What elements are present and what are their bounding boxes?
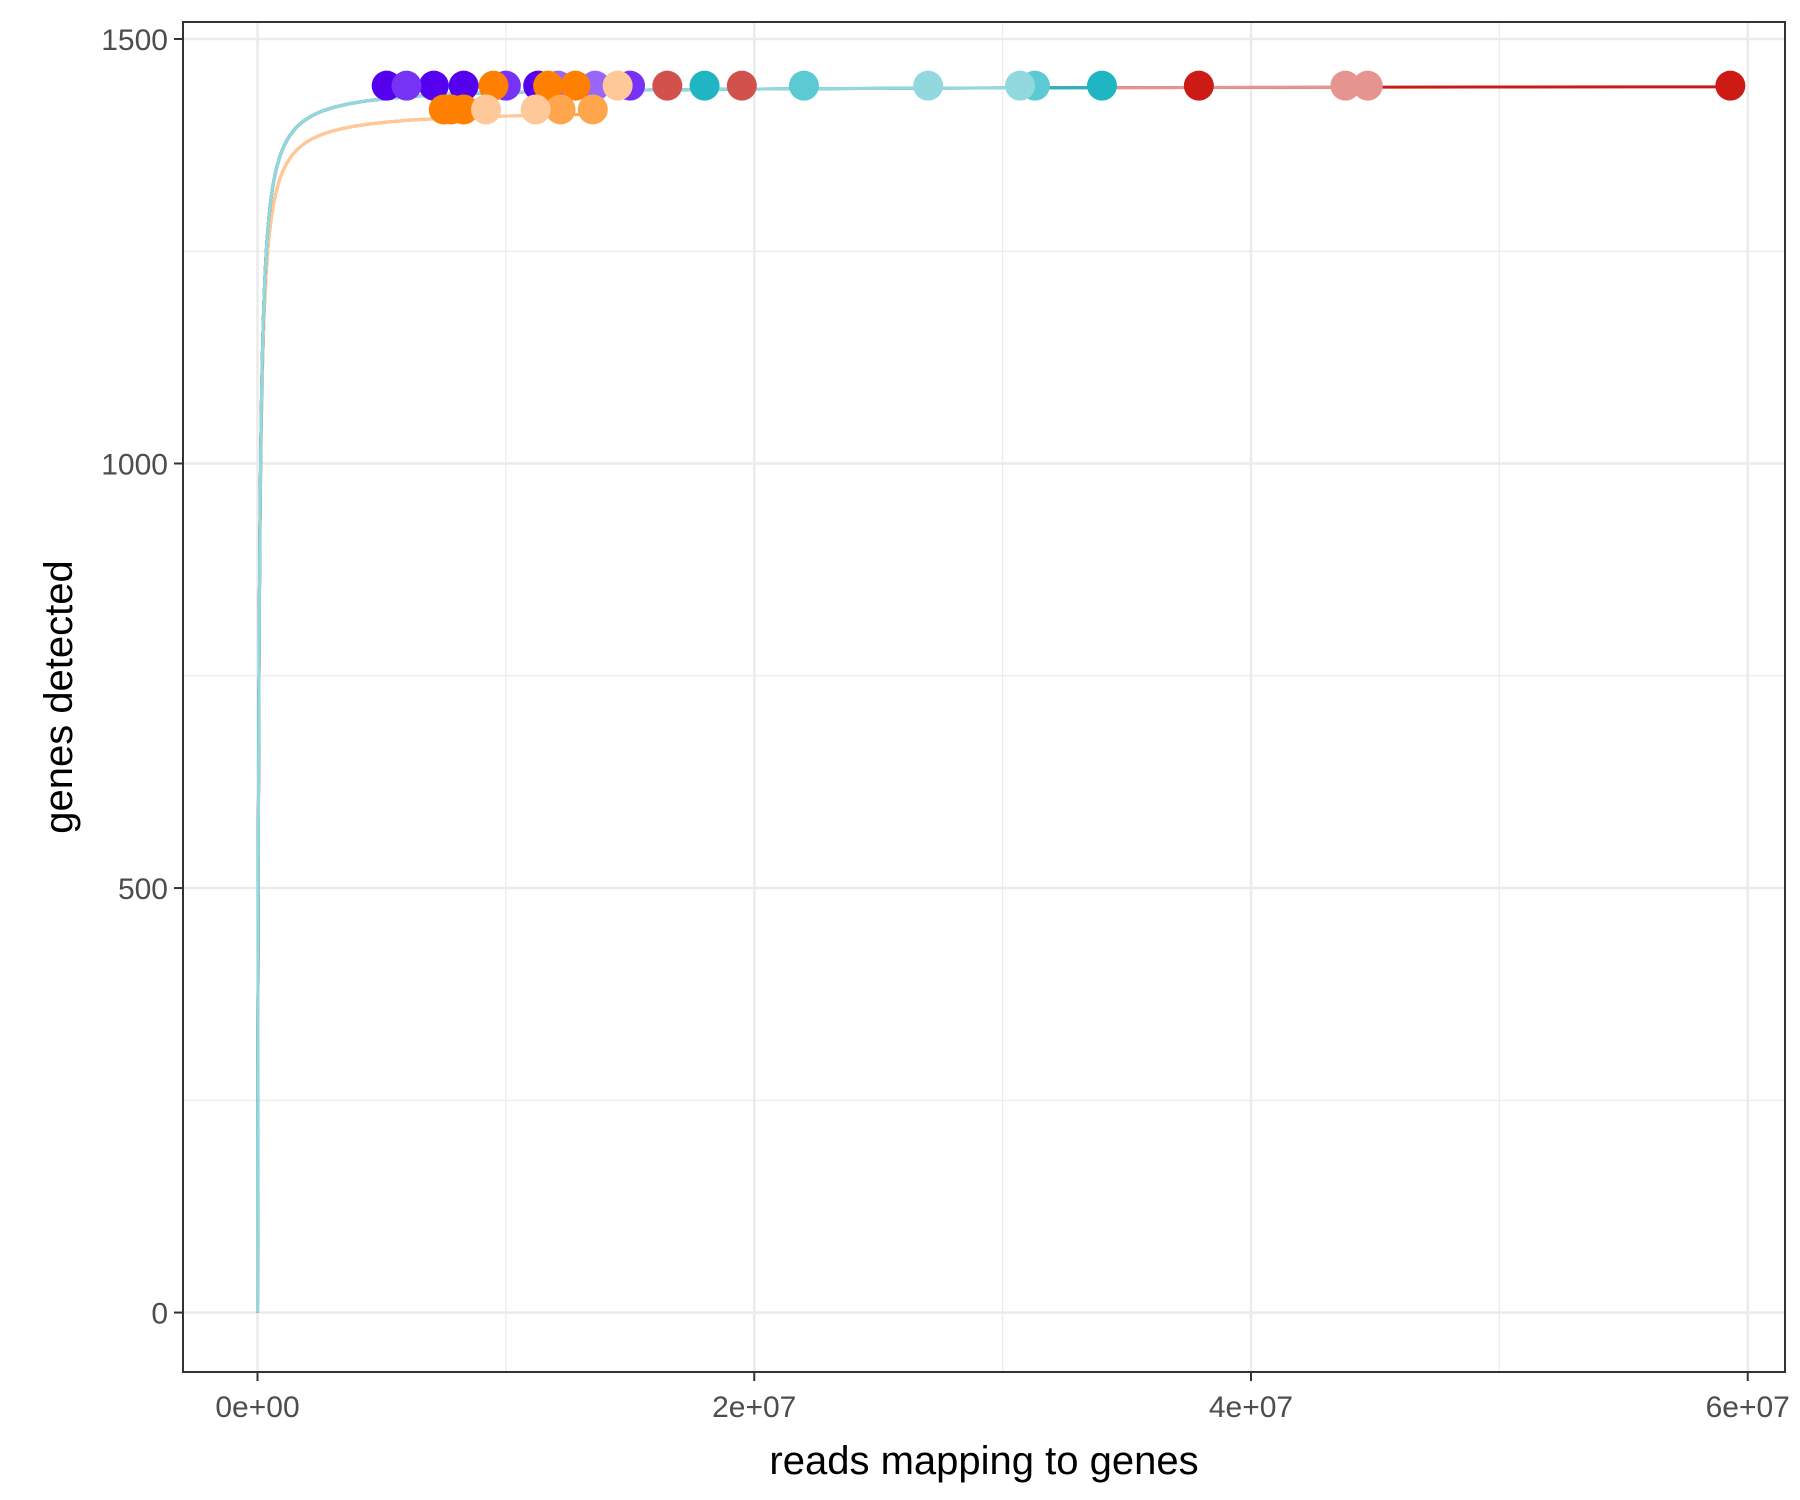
- y-axis-title: genes detected: [37, 560, 81, 834]
- x-tick-label: 0e+00: [215, 1391, 299, 1424]
- data-point: [1330, 70, 1361, 101]
- data-point: [788, 70, 819, 101]
- data-point: [689, 70, 720, 101]
- data-point: [913, 70, 944, 101]
- data-point: [533, 70, 564, 101]
- minor-gridlines: [183, 22, 1785, 1372]
- data-point: [448, 70, 479, 101]
- y-axis-ticks: 0 500 1000 1500: [101, 24, 183, 1331]
- data-point: [1183, 70, 1214, 101]
- data-point: [1352, 70, 1383, 101]
- plot-panel-border: [182, 21, 1786, 1373]
- data-point: [418, 70, 449, 101]
- data-point: [602, 70, 633, 101]
- y-tick-label: 500: [118, 873, 168, 906]
- data-point: [652, 70, 683, 101]
- x-tick-label: 2e+07: [712, 1391, 796, 1424]
- data-point: [520, 94, 551, 125]
- data-point: [471, 94, 502, 125]
- data-point: [1086, 70, 1117, 101]
- data-point: [577, 94, 608, 125]
- data-point: [448, 94, 479, 125]
- data-points: [371, 70, 1746, 125]
- x-axis-title: reads mapping to genes: [769, 1439, 1198, 1483]
- x-tick-label: 4e+07: [1209, 1391, 1293, 1424]
- y-tick-label: 1000: [101, 449, 168, 482]
- data-point: [726, 70, 757, 101]
- data-point: [1715, 70, 1746, 101]
- x-tick-label: 6e+07: [1706, 1391, 1790, 1424]
- y-tick-label: 1500: [101, 24, 168, 57]
- x-axis-ticks: 0e+00 2e+07 4e+07 6e+07: [215, 1372, 1790, 1424]
- data-point: [560, 70, 591, 101]
- data-point: [478, 70, 509, 101]
- data-point: [391, 70, 422, 101]
- data-point: [545, 94, 576, 125]
- data-point: [1005, 70, 1036, 101]
- y-tick-label: 0: [151, 1298, 168, 1331]
